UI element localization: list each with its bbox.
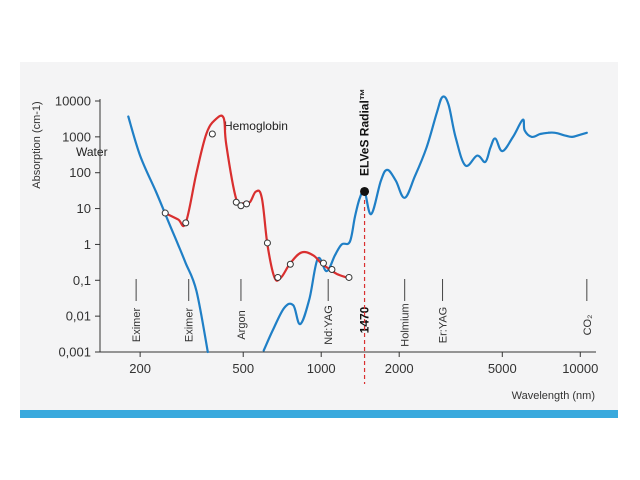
y-tick-label: 10 bbox=[77, 201, 91, 216]
hemoglobin-point bbox=[237, 202, 245, 210]
hemoglobin-point bbox=[286, 260, 294, 268]
y-tick-label: 0,1 bbox=[73, 273, 91, 288]
x-tick-label: 5000 bbox=[488, 361, 517, 376]
hemoglobin-point bbox=[328, 265, 336, 273]
y-tick-label: 1000 bbox=[62, 129, 91, 144]
laser-label: Er:YAG bbox=[438, 279, 450, 343]
y-tick-label: 10000 bbox=[55, 94, 91, 109]
laser-label: CO₂ bbox=[582, 279, 594, 335]
x-axis-label: Wavelength (nm) bbox=[512, 390, 595, 402]
laser-label: Eximer bbox=[184, 279, 196, 342]
x-tick-label: 2000 bbox=[385, 361, 414, 376]
x-tick-label: 500 bbox=[232, 361, 254, 376]
hemoglobin-point bbox=[263, 239, 271, 247]
laser-name: Holmium bbox=[400, 303, 412, 346]
water-series-line bbox=[262, 95, 588, 352]
x-tick-label: 200 bbox=[129, 361, 151, 376]
elves-radial-label: ELVeS Radial™ bbox=[358, 88, 372, 176]
hemoglobin-point bbox=[232, 198, 240, 206]
y-tick-label: 0,01 bbox=[66, 309, 91, 324]
hemoglobin-point bbox=[161, 209, 169, 217]
water-series-line bbox=[127, 115, 209, 354]
laser-label: Argon bbox=[236, 279, 248, 340]
laser-name: Eximer bbox=[131, 308, 143, 343]
laser-name: Argon bbox=[236, 310, 248, 339]
x-tick-label: 10000 bbox=[562, 361, 598, 376]
laser-label: Eximer bbox=[131, 279, 143, 342]
laser-name: Nd:YAG bbox=[323, 305, 335, 345]
hemoglobin-point bbox=[182, 219, 190, 227]
x-tick-label: 1000 bbox=[307, 361, 336, 376]
water-label: Water bbox=[76, 145, 108, 159]
y-tick-label: 1 bbox=[84, 237, 91, 252]
y-tick-label: 100 bbox=[69, 165, 91, 180]
y-tick-label: 0,001 bbox=[58, 345, 91, 360]
hemoglobin-series-line bbox=[164, 114, 348, 282]
laser-label: Nd:YAG bbox=[323, 279, 335, 345]
laser-name: Er:YAG bbox=[438, 307, 450, 343]
laser-label: Holmium bbox=[400, 279, 412, 347]
hemoglobin-point bbox=[345, 273, 353, 281]
laser-name: Eximer bbox=[184, 308, 196, 343]
y-axis-label: Absorption (cm-1) bbox=[31, 101, 43, 188]
elves-point bbox=[360, 186, 370, 196]
laser-name: CO₂ bbox=[582, 315, 594, 336]
hemoglobin-label: Hemoglobin bbox=[224, 119, 288, 133]
hemoglobin-point bbox=[243, 200, 251, 208]
hemoglobin-point bbox=[274, 273, 282, 281]
accent-bar bbox=[20, 410, 618, 418]
hemoglobin-point bbox=[319, 259, 327, 267]
hemoglobin-point bbox=[208, 130, 216, 138]
